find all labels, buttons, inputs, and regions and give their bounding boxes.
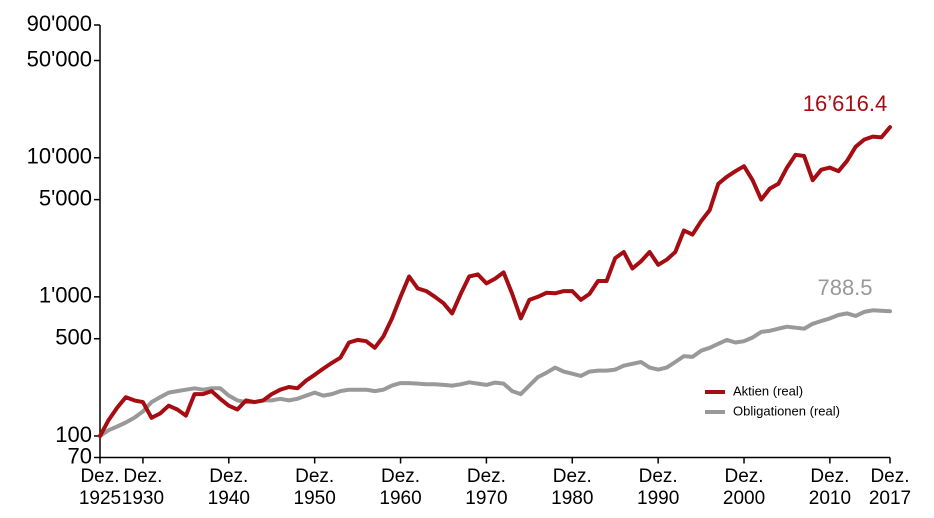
y-tick-label: 90'000	[27, 11, 92, 36]
annotation: 788.5	[817, 275, 872, 300]
y-tick-label: 5'000	[39, 185, 92, 210]
y-tick-label: 500	[55, 325, 92, 350]
y-tick-label: 50'000	[27, 46, 92, 71]
series-line	[98, 125, 892, 438]
x-tick-label: Dez. 1990	[637, 466, 680, 509]
y-tick-label: 1'000	[39, 283, 92, 308]
legend-label: Obligationen (real)	[733, 403, 840, 418]
y-tick-label: 10'000	[27, 144, 92, 169]
x-tick-label: Dez. 1950	[293, 466, 336, 509]
legend-label: Aktien (real)	[733, 383, 803, 398]
series-line	[98, 308, 892, 438]
y-tick-label: 70	[68, 443, 92, 468]
annotation: 16’616.4	[803, 91, 887, 116]
x-tick-label: Dez. 2010	[808, 466, 852, 509]
x-tick-label: Dez. 1980	[551, 466, 594, 509]
x-tick-label: Dez. 1925	[78, 466, 122, 509]
y-tick-label: 100	[55, 422, 92, 447]
x-tick-label: Dez. 2000	[722, 466, 766, 509]
x-tick-label: Dez. 2017	[868, 466, 912, 509]
x-tick-label: Dez. 1970	[465, 466, 508, 509]
x-tick-label: Dez. 1930	[121, 466, 165, 509]
x-tick-label: Dez. 1940	[207, 466, 250, 509]
x-tick-label: Dez. 1960	[379, 466, 422, 509]
